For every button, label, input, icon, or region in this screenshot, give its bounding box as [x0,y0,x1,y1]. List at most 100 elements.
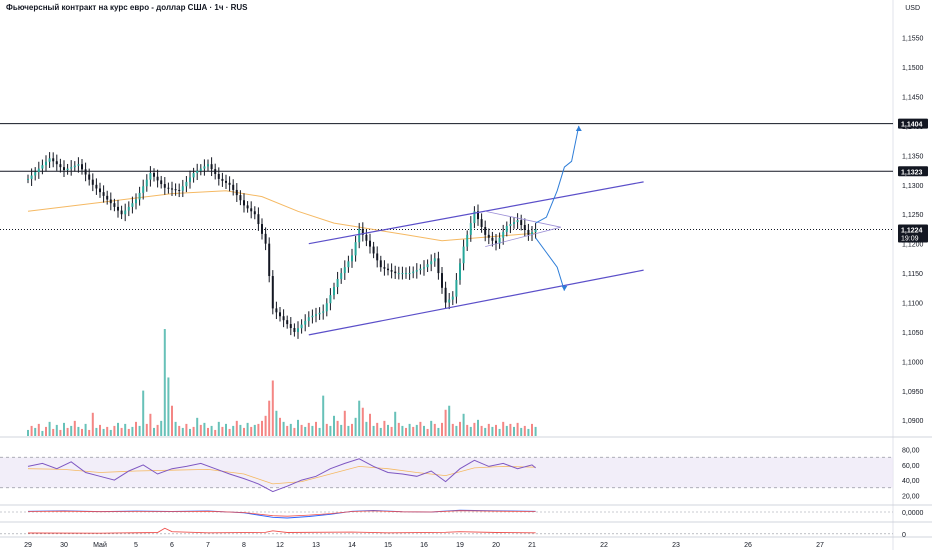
macd-tick-label: 0,0000 [902,510,924,517]
candle-body [318,312,321,315]
volume-bar [275,410,278,436]
volume-bar [455,425,458,436]
candle-body [145,179,148,187]
volume-bar [408,423,411,436]
candle-body [347,261,350,268]
volume-bar [228,428,231,436]
osc-tick-label: 0 [902,532,906,539]
volume-bar [63,422,65,436]
candle-body [419,268,422,271]
volume-bar [527,428,530,436]
volume-bar [221,426,224,436]
x-tick-label: 20 [492,542,500,549]
volume-bar [351,423,353,436]
volume-bar [217,421,220,436]
candle-body [84,169,87,175]
candle-body [181,186,184,191]
volume-bar [401,425,404,436]
candle-body [495,240,497,244]
candle-body [156,176,159,181]
volume-bar [70,425,73,436]
volume-bar [394,411,397,436]
candle-body [235,189,238,196]
candle-body [455,279,458,297]
candle-body [333,287,335,296]
candle-body [516,220,519,223]
volume-bar [102,428,105,436]
volume-bar [138,425,141,436]
candle-body [59,164,62,168]
candle-body [264,233,267,244]
volume-bar [311,425,314,436]
candle-body [534,229,537,233]
volume-bar [117,422,119,436]
volume-bar [502,421,505,436]
volume-bar [531,423,533,436]
candle-body [243,200,245,206]
volume-bar [109,429,112,436]
candle-body [261,224,263,234]
volume-bar [149,413,152,436]
volume-bar [156,424,159,436]
volume-bar [253,424,256,436]
candle-body [358,228,361,243]
candle-body [451,296,454,300]
candle-body [253,211,256,215]
volume-bar [52,428,55,436]
candle-body [462,246,465,264]
volume-bar [387,424,389,436]
volume-bar [271,380,274,436]
volume-bar [207,427,209,436]
candle-body [113,203,116,207]
volume-bar [505,425,508,436]
candle-body [401,273,404,275]
volume-bar [466,424,469,436]
volume-bar [124,423,127,436]
candle-body [325,303,328,312]
x-tick-label: 8 [242,542,246,549]
candle-body [163,184,166,188]
candle-body [109,199,112,204]
candle-body [509,224,512,226]
volume-bar [91,412,94,436]
channel-lower-line [308,269,644,336]
candle-body [527,229,530,235]
volume-bar [534,426,537,436]
volume-bar [365,421,368,436]
candle-body [354,242,357,256]
candle-body [282,316,285,321]
volume-bar [178,425,181,436]
volume-bar [498,428,501,436]
candle-body [185,181,188,187]
volume-bar [250,426,253,436]
candle-body [174,189,177,191]
volume-bar [433,423,436,436]
volume-bar [358,400,361,436]
volume-bar [181,427,184,436]
level-badge [898,224,928,243]
candle-body [45,161,47,166]
candle-body [383,267,386,269]
volume-bar [160,420,163,436]
x-tick-label: 27 [816,542,824,549]
channel-upper-line [308,181,644,245]
candle-body [250,208,253,212]
volume-bar [48,421,51,436]
rsi-tick-label: 20,00 [902,493,920,500]
candle-body [66,168,69,171]
volume-bar [300,424,303,436]
candle-body [30,175,33,179]
candle-body [167,187,170,189]
volume-bar [268,400,271,436]
volume-bar [426,428,429,436]
volume-bar [45,426,47,436]
volume-bar [523,425,526,436]
candle-body [106,195,109,200]
candle-body [361,228,364,235]
volume-bar [509,423,512,436]
y-tick-label: 1,1150 [902,271,923,278]
volume-bar [189,428,191,436]
volume-bar [487,423,490,436]
